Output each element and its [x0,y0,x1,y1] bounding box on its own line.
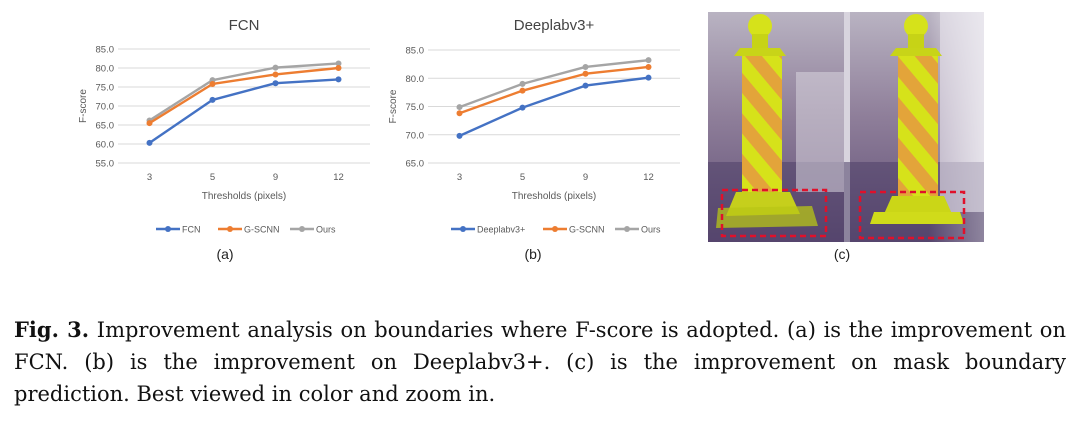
legend-label: Deeplabv3+ [477,225,525,235]
data-point [456,132,463,139]
panel-label-b: (b) [524,246,542,262]
chart-deeplab: Deeplabv3+ 65.0 70.0 75.0 80.0 85.0 F-score 3 5 9… [380,0,720,270]
series-line-deeplabv3- [459,76,649,137]
data-point [456,104,463,111]
series-line-fcn [148,78,339,144]
x-tick-label: 12 [643,172,654,183]
y-tick-label: 80.0 [96,64,115,75]
y-tick-label: 85.0 [96,45,115,56]
y-tick-label: 60.0 [96,140,115,151]
cone-left [716,14,818,228]
series-line-g-scnn [148,66,339,125]
data-point [335,76,342,83]
data-point [582,70,589,77]
y-tick-label: 80.0 [406,74,425,85]
legend-marker [624,226,630,232]
x-tick-label: 5 [210,172,215,183]
y-tick-label: 65.0 [96,121,115,132]
highlight-box-right [858,190,966,240]
data-point [272,71,279,78]
data-point [645,74,652,81]
chart-title: FCN [229,17,260,34]
data-point [582,63,589,70]
x-axis-label: Thresholds (pixels) [512,191,596,202]
y-tick-label: 75.0 [406,102,425,113]
panel-label-a: (a) [216,246,234,262]
data-point [645,57,652,64]
legend-label: Ours [316,225,336,235]
y-tick-label: 85.0 [406,46,425,57]
x-tick-label: 9 [583,172,588,183]
data-point [272,64,279,71]
legend-label: FCN [182,225,201,235]
y-tick-label: 65.0 [406,159,425,170]
y-tick-label: 70.0 [96,102,115,113]
data-point [456,110,463,117]
mask-comparison-picture [708,12,984,242]
y-axis-label: F-score [78,89,89,123]
data-point [519,87,526,94]
chart-fcn: FCN 55.0 60.0 65.0 70.0 75.0 80.0 85.0 F-score 3 5… [70,0,410,270]
chart-fcn-svg: FCN 55.0 60.0 65.0 70.0 75.0 80.0 85.0 F-score 3 5… [78,17,370,235]
data-point [519,80,526,87]
data-point [335,60,342,67]
y-tick-label: 75.0 [96,83,115,94]
cone-right [870,14,964,224]
series-line-g-scnn [459,65,649,115]
data-point [582,82,589,89]
data-point [209,80,216,87]
data-point [272,80,279,87]
legend-label: G-SCNN [569,225,605,235]
legend-marker [552,226,558,232]
legend-marker [460,226,466,232]
x-tick-label: 5 [520,172,525,183]
series-line-ours [148,62,339,122]
data-point [209,96,216,103]
chart-deeplab-svg: Deeplabv3+ 65.0 70.0 75.0 80.0 85.0 F-score 3 5 9… [388,17,680,235]
x-tick-label: 9 [273,172,278,183]
legend-label: G-SCNN [244,225,280,235]
y-axis-label: F-score [388,89,399,123]
figure-caption: Fig. 3. Improvement analysis on boundari… [14,314,1066,410]
data-point [519,104,526,111]
chart-title: Deeplabv3+ [514,17,595,34]
data-point [645,63,652,70]
y-tick-label: 70.0 [406,130,425,141]
highlight-box-left [720,188,828,238]
legend-label: Ours [641,225,661,235]
data-point [146,120,153,127]
caption-text: Improvement analysis on boundaries where… [14,318,1066,406]
x-tick-label: 12 [333,172,344,183]
y-tick-label: 55.0 [96,159,115,170]
x-tick-label: 3 [457,172,462,183]
legend-marker [227,226,233,232]
data-point [146,139,153,146]
series-line-ours [459,58,649,109]
data-point [335,65,342,71]
x-tick-label: 3 [147,172,152,183]
legend-marker [299,226,305,232]
mask-boundary-image [708,12,984,242]
legend-marker [165,226,171,232]
caption-label: Fig. 3. [14,317,90,342]
panel-label-c: (c) [833,246,851,262]
x-axis-label: Thresholds (pixels) [202,191,286,202]
